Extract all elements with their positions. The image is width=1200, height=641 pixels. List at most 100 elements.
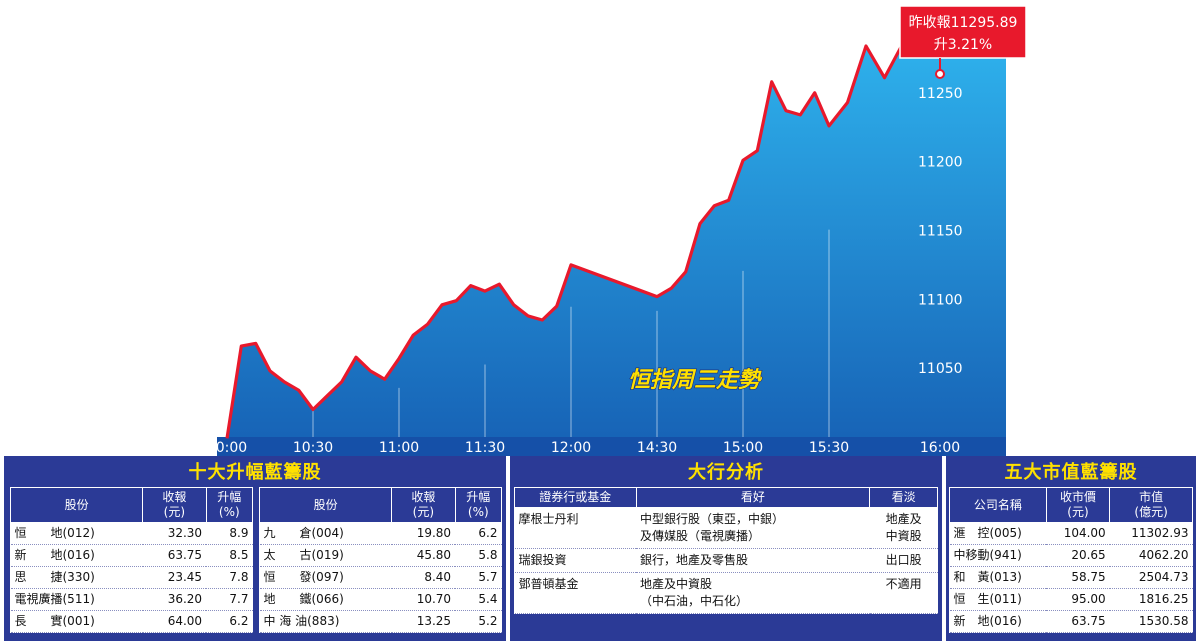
- x-tick-label: 10:30: [293, 440, 333, 456]
- analysis-title: 大行分析: [688, 462, 764, 483]
- gainers-header: 股份: [258, 487, 393, 523]
- table-row: 新 地(016) 63.75 1530.58: [949, 610, 1193, 633]
- analysis-cell: 瑞銀投資: [514, 548, 637, 573]
- gainers-cell: 長 實(001): [10, 610, 143, 633]
- gainers-cell: 7.8: [206, 566, 253, 589]
- analysis-cell: 中型銀行股（東亞，中銀） 及傳媒股（電視廣播）: [636, 507, 870, 549]
- gainers-title: 十大升幅藍籌股: [188, 462, 322, 483]
- market-cap-cell: 104.00: [1046, 522, 1110, 545]
- market-cap-cell: 1530.58: [1109, 610, 1193, 633]
- table-row: 九 倉(004) 19.80 6.2: [259, 522, 502, 545]
- table-row: 地 鐵(066) 10.70 5.4: [259, 588, 502, 611]
- gainers-cell: 32.30: [142, 522, 207, 545]
- gainers-cell: 13.25: [391, 610, 456, 633]
- table-row: 長 實(001) 64.00 6.2: [10, 610, 253, 633]
- x-tick-label: 16:00: [920, 440, 960, 456]
- analysis-table: 證券行或基金 看好 看淡 摩根士丹利 中型銀行股（東亞，中銀） 及傳媒股（電視廣播） 地產及…: [514, 487, 938, 614]
- table-row: 鄧普頓基金 地產及中資股 （中石油，中石化） 不適用: [514, 572, 938, 614]
- analysis-cell: 地產及中資股 （中石油，中石化）: [636, 572, 870, 614]
- header-row: 股份 收報 (元) 升幅 (%): [9, 487, 254, 523]
- gainers-cell: 太 古(019): [259, 544, 392, 567]
- close-marker: [935, 69, 945, 79]
- analysis-cell: 出口股: [869, 548, 938, 573]
- analysis-cell: 不適用: [869, 572, 938, 614]
- hsi-intraday-chart: 10:00 10:30 11:00 11:30 12:00 14:30 15:00 15:30…: [207, 5, 1027, 456]
- gainers-table-left: 股份 收報 (元) 升幅 (%) 恒 地(012) 32.30 8.9 新 地(016) 63.7…: [9, 487, 254, 633]
- index-area: [217, 29, 1006, 456]
- header-row: 股份 收報 (元) 升幅 (%): [258, 487, 503, 523]
- table-row: 瑞銀投資 銀行，地產及零售股 出口股: [514, 548, 938, 573]
- gainers-header: 升幅 (%): [205, 487, 254, 523]
- market-cap-title: 五大市值藍籌股: [1004, 462, 1138, 483]
- callout-line1: 昨收報11295.89: [909, 15, 1018, 31]
- y-axis-ticks: 11050 11100 11150 11200 11250: [918, 86, 963, 377]
- analysis-cell: 摩根士丹利: [514, 507, 637, 549]
- gainers-cell: 中 海 油(883): [259, 610, 392, 633]
- analysis-header: 看淡: [869, 487, 938, 508]
- gainers-cell: 7.7: [206, 588, 253, 611]
- market-cap-cell: 11302.93: [1109, 522, 1193, 545]
- analysis-cell: 鄧普頓基金: [514, 572, 637, 614]
- market-cap-panel: 五大市值藍籌股 公司名稱 收市價 (元) 市值 (億元) 滙 控(005) 104.00 11…: [946, 456, 1196, 641]
- market-cap-cell: 95.00: [1046, 588, 1110, 611]
- gainers-header: 股份: [9, 487, 144, 523]
- gainers-cell: 63.75: [142, 544, 207, 567]
- gainers-cell: 36.20: [142, 588, 207, 611]
- gainers-cell: 8.5: [206, 544, 253, 567]
- market-cap-cell: 恒 生(011): [949, 588, 1047, 611]
- y-tick-label: 11150: [918, 224, 963, 240]
- table-row: 摩根士丹利 中型銀行股（東亞，中銀） 及傳媒股（電視廣播） 地產及 中資股: [514, 507, 938, 549]
- table-row: 恒 生(011) 95.00 1816.25: [949, 588, 1193, 611]
- gainers-cell: 19.80: [391, 522, 456, 545]
- market-cap-cell: 和 黃(013): [949, 566, 1047, 589]
- market-cap-cell: 中移動(941): [949, 544, 1047, 567]
- gainers-cell: 思 捷(330): [10, 566, 143, 589]
- gainers-cell: 45.80: [391, 544, 456, 567]
- table-row: 電視廣播(511) 36.20 7.7: [10, 588, 253, 611]
- gainers-cell: 8.40: [391, 566, 456, 589]
- market-cap-table: 公司名稱 收市價 (元) 市值 (億元) 滙 控(005) 104.00 11302.93 中移…: [949, 487, 1193, 633]
- table-row: 中 海 油(883) 13.25 5.2: [259, 610, 502, 633]
- gainers-cell: 5.8: [455, 544, 502, 567]
- y-tick-label: 11050: [918, 361, 963, 377]
- analysis-header: 看好: [635, 487, 871, 508]
- market-cap-cell: 58.75: [1046, 566, 1110, 589]
- header-row: 公司名稱 收市價 (元) 市值 (億元): [949, 487, 1193, 523]
- table-row: 太 古(019) 45.80 5.8: [259, 544, 502, 567]
- x-tick-label: 12:00: [551, 440, 591, 456]
- time-axis-band: [217, 437, 1006, 456]
- gainers-cell: 5.4: [455, 588, 502, 611]
- gainers-cell: 恒 發(097): [259, 566, 392, 589]
- gainers-cell: 恒 地(012): [10, 522, 143, 545]
- x-tick-label: 15:00: [723, 440, 763, 456]
- x-tick-label: 15:30: [809, 440, 849, 456]
- market-cap-cell: 1816.25: [1109, 588, 1193, 611]
- gainers-cell: 6.2: [206, 610, 253, 633]
- gainers-cell: 九 倉(004): [259, 522, 392, 545]
- x-tick-label: 14:30: [637, 440, 677, 456]
- y-tick-label: 11100: [918, 292, 963, 308]
- gainers-header: 收報 (元): [391, 487, 456, 523]
- y-tick-label: 11200: [918, 155, 963, 171]
- table-row: 新 地(016) 63.75 8.5: [10, 544, 253, 567]
- market-cap-cell: 20.65: [1046, 544, 1110, 567]
- table-row: 恒 地(012) 32.30 8.9: [10, 522, 253, 545]
- market-cap-cell: 63.75: [1046, 610, 1110, 633]
- x-tick-label: 11:30: [465, 440, 505, 456]
- table-row: 和 黃(013) 58.75 2504.73: [949, 566, 1193, 589]
- x-tick-label: 10:00: [207, 440, 247, 456]
- table-row: 滙 控(005) 104.00 11302.93: [949, 522, 1193, 545]
- table-row: 恒 發(097) 8.40 5.7: [259, 566, 502, 589]
- table-row: 思 捷(330) 23.45 7.8: [10, 566, 253, 589]
- gainers-cell: 新 地(016): [10, 544, 143, 567]
- chart-title: 恒指周三走勢: [628, 368, 763, 393]
- x-axis-ticks: 10:00 10:30 11:00 11:30 12:00 14:30 15:00 15:30…: [207, 440, 960, 456]
- header-row: 證券行或基金 看好 看淡: [514, 487, 938, 508]
- gainers-cell: 6.2: [455, 522, 502, 545]
- y-tick-label: 11250: [918, 86, 963, 102]
- callout-box: [899, 5, 1027, 59]
- analysis-cell: 地產及 中資股: [869, 507, 938, 549]
- gainers-cell: 8.9: [206, 522, 253, 545]
- gainers-cell: 10.70: [391, 588, 456, 611]
- table-row: 中移動(941) 20.65 4062.20: [949, 544, 1193, 567]
